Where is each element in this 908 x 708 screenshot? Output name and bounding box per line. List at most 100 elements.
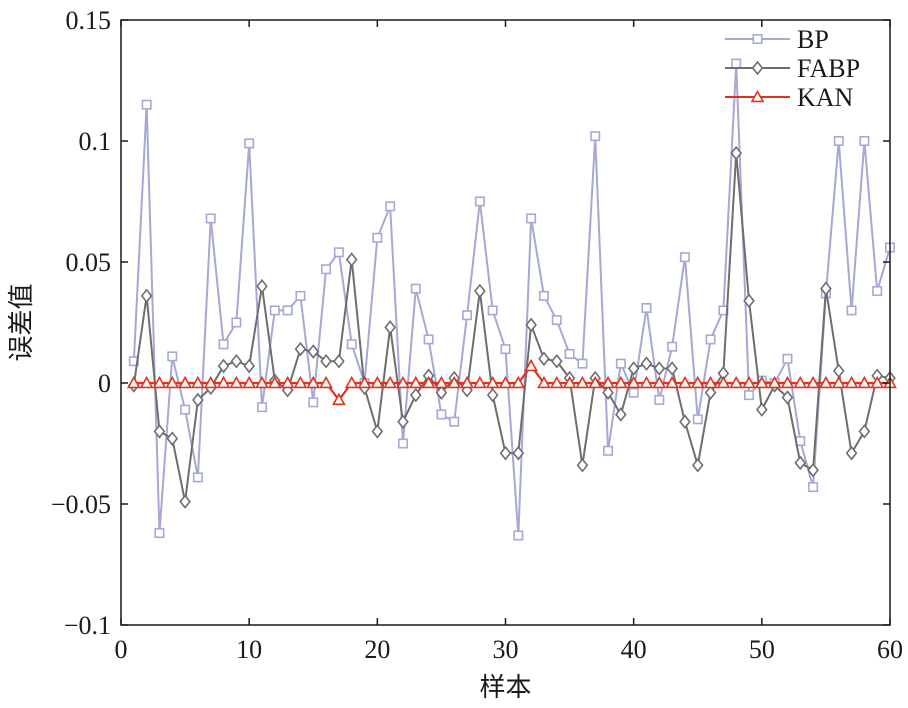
data-point-bp <box>244 138 255 149</box>
data-point-bp <box>782 353 793 364</box>
data-point-bp <box>808 482 819 493</box>
data-point-kan <box>370 375 385 389</box>
data-point-kan <box>729 375 744 389</box>
data-point-kan <box>152 375 167 389</box>
legend-item-bp: BP <box>725 25 829 54</box>
data-point-kan <box>434 375 449 389</box>
data-point-kan <box>344 375 359 389</box>
data-point-bp <box>564 348 575 359</box>
data-point-kan <box>806 375 820 389</box>
data-point-kan <box>447 375 462 389</box>
data-point-kan <box>383 375 398 389</box>
data-point-fabp <box>640 356 653 371</box>
data-point-bp <box>859 136 870 147</box>
y-tick-label: 0.15 <box>66 6 112 35</box>
data-point-kan <box>665 375 679 389</box>
data-point-kan <box>703 375 718 389</box>
data-point-bp <box>705 334 716 345</box>
data-point-fabp <box>371 424 384 439</box>
data-point-kan <box>255 375 269 389</box>
data-point-kan <box>716 375 731 389</box>
data-point-fabp <box>781 390 794 405</box>
data-point-kan <box>126 375 141 389</box>
data-point-bp <box>308 397 319 408</box>
data-point-fabp <box>756 402 768 417</box>
data-point-bp <box>538 290 549 301</box>
data-point-kan <box>613 375 628 389</box>
data-point-bp <box>500 344 511 355</box>
data-point-fabp <box>153 424 166 439</box>
data-point-bp <box>333 247 344 258</box>
data-point-fabp <box>435 385 448 400</box>
data-point-bp <box>231 317 242 328</box>
data-point-kan <box>819 375 833 389</box>
data-point-fabp <box>256 278 268 294</box>
legend-item-kan: KAN <box>725 83 854 112</box>
x-tick-label: 20 <box>364 635 390 664</box>
legend-label-bp: BP <box>797 25 829 54</box>
data-point-bp <box>474 196 485 207</box>
data-point-fabp <box>845 445 858 461</box>
data-point-fabp <box>679 414 691 430</box>
data-point-fabp <box>320 353 332 369</box>
x-tick-label: 10 <box>236 635 262 664</box>
data-point-fabp <box>192 392 204 408</box>
data-point-bp <box>692 414 703 425</box>
y-tick-label: 0.1 <box>79 127 112 156</box>
data-point-bp <box>615 358 626 369</box>
data-point-fabp <box>499 445 512 461</box>
data-point-fabp <box>294 341 307 357</box>
data-point-kan <box>332 392 346 406</box>
data-point-kan <box>780 375 795 389</box>
data-point-bp <box>397 438 408 449</box>
data-point-bp <box>218 339 229 350</box>
data-point-bp <box>385 201 396 212</box>
x-tick-label: 0 <box>115 635 128 664</box>
data-point-fabp <box>140 288 153 304</box>
data-point-kan <box>165 375 180 389</box>
data-point-kan <box>549 375 564 389</box>
data-point-fabp <box>550 353 563 369</box>
data-point-bp <box>154 528 165 539</box>
data-point-kan <box>690 375 705 389</box>
x-axis-title: 样本 <box>479 673 531 703</box>
data-point-kan <box>357 375 372 389</box>
data-point-kan <box>588 375 603 389</box>
axis-ticks: 0 10 20 30 40 50 60 −0.1 −0.05 0 0.05 0.1 0.15 <box>51 6 903 664</box>
data-point-kan <box>511 375 526 389</box>
data-point-kan <box>575 375 590 389</box>
y-tick-label: −0.05 <box>51 490 111 519</box>
data-point-fabp <box>166 431 179 446</box>
data-point-kan <box>498 375 513 389</box>
data-point-kan <box>139 375 154 389</box>
data-point-kan <box>754 375 769 389</box>
legend-marker-kan <box>750 89 765 103</box>
data-point-kan <box>267 375 282 389</box>
data-point-fabp <box>730 145 743 161</box>
data-point-bp <box>449 416 460 427</box>
data-point-bp <box>372 232 383 243</box>
data-point-fabp <box>653 361 666 376</box>
data-point-kan <box>844 375 859 389</box>
data-point-kan <box>216 375 231 389</box>
data-point-fabp <box>243 358 255 374</box>
data-point-fabp <box>525 317 537 333</box>
data-point-fabp <box>743 293 755 309</box>
data-point-kan <box>767 375 782 389</box>
data-point-kan <box>639 375 654 389</box>
data-point-kan <box>742 375 756 389</box>
data-point-kan <box>229 375 244 389</box>
data-point-bp <box>551 315 562 326</box>
x-tick-label: 60 <box>877 635 903 664</box>
x-tick-label: 30 <box>493 635 519 664</box>
data-point-fabp <box>230 353 243 369</box>
data-point-fabp <box>217 358 230 374</box>
legend-label-fabp: FABP <box>797 54 860 83</box>
data-point-fabp <box>627 361 640 376</box>
data-point-bp <box>462 310 473 321</box>
data-point-fabp <box>345 252 358 267</box>
data-point-kan <box>460 375 474 389</box>
data-point-bp <box>872 286 883 297</box>
